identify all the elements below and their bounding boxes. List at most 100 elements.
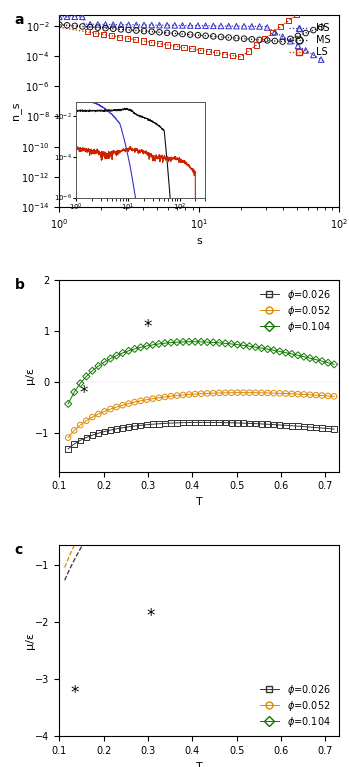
- Point: [157, 38, 163, 50]
- Point: [223, 416, 228, 429]
- Point: [247, 356, 253, 368]
- Point: [218, 31, 224, 43]
- Point: [198, 387, 204, 400]
- Point: [253, 387, 258, 399]
- Point: [277, 387, 282, 400]
- Point: [226, 31, 231, 44]
- Point: [152, 478, 157, 490]
- Point: [318, 21, 324, 33]
- Point: [265, 343, 270, 355]
- Point: [144, 340, 150, 352]
- Point: [283, 391, 289, 403]
- Point: [331, 425, 337, 437]
- Point: [181, 431, 187, 443]
- Point: [95, 18, 101, 31]
- Point: [313, 354, 319, 366]
- Point: [138, 341, 143, 354]
- Point: [158, 446, 163, 458]
- Point: [311, 24, 316, 36]
- Point: [141, 19, 147, 31]
- Point: [319, 331, 325, 343]
- Point: [331, 380, 337, 393]
- Point: [295, 337, 301, 350]
- Point: [319, 390, 325, 402]
- Point: [132, 420, 138, 432]
- Point: [162, 417, 168, 430]
- Point: [118, 23, 124, 35]
- Point: [126, 344, 132, 357]
- Point: [187, 28, 193, 41]
- Point: [310, 0, 316, 8]
- Point: [164, 442, 169, 454]
- Point: [222, 48, 227, 61]
- Point: [295, 388, 300, 400]
- Point: [125, 32, 131, 44]
- Point: [83, 415, 89, 427]
- Point: [187, 19, 193, 31]
- Point: [288, 33, 293, 45]
- Point: [233, 32, 239, 44]
- Point: [120, 422, 125, 434]
- Point: [302, 430, 307, 442]
- Point: [288, 35, 293, 48]
- Point: [186, 416, 192, 429]
- Point: [325, 390, 331, 402]
- Point: [307, 389, 313, 401]
- Point: [197, 44, 203, 56]
- Point: [319, 422, 325, 434]
- Point: [242, 442, 247, 454]
- Point: [241, 32, 247, 44]
- Point: [295, 420, 300, 433]
- Point: [266, 436, 271, 449]
- Point: [216, 387, 222, 399]
- Point: [110, 23, 116, 35]
- Point: [158, 408, 163, 420]
- Point: [319, 355, 325, 367]
- Point: [241, 387, 246, 399]
- Y-axis label: n_s: n_s: [11, 102, 21, 120]
- Point: [210, 416, 216, 429]
- Point: [313, 332, 319, 344]
- Point: [84, 26, 90, 38]
- Point: [102, 356, 107, 368]
- Point: [174, 416, 180, 429]
- Point: [174, 336, 180, 348]
- Point: [311, 49, 316, 61]
- Point: [313, 389, 319, 401]
- Point: [168, 337, 174, 349]
- Point: [259, 418, 265, 430]
- Point: [65, 398, 71, 410]
- Point: [210, 20, 216, 32]
- Point: [319, 426, 325, 439]
- Point: [138, 395, 143, 407]
- Point: [280, 31, 285, 43]
- Point: [272, 395, 277, 407]
- Y-axis label: μ/ε: μ/ε: [25, 632, 35, 649]
- Point: [289, 420, 295, 432]
- Point: [210, 387, 216, 400]
- Point: [203, 20, 208, 32]
- Point: [144, 393, 150, 406]
- Point: [103, 18, 108, 31]
- Point: [194, 384, 199, 396]
- Point: [150, 339, 156, 351]
- Point: [110, 18, 116, 31]
- Point: [325, 357, 331, 369]
- Point: [200, 380, 205, 392]
- Point: [176, 466, 181, 478]
- Point: [186, 336, 192, 348]
- Point: [214, 47, 219, 59]
- Point: [295, 30, 301, 42]
- Point: [235, 387, 240, 399]
- Point: [96, 360, 101, 372]
- Point: [152, 449, 157, 462]
- Point: [126, 420, 132, 433]
- X-axis label: T: T: [195, 762, 202, 767]
- Point: [253, 439, 259, 451]
- Point: [294, 8, 300, 21]
- Point: [164, 27, 170, 39]
- Point: [216, 416, 222, 429]
- Point: [313, 384, 319, 397]
- Point: [149, 25, 155, 38]
- Point: [192, 388, 198, 400]
